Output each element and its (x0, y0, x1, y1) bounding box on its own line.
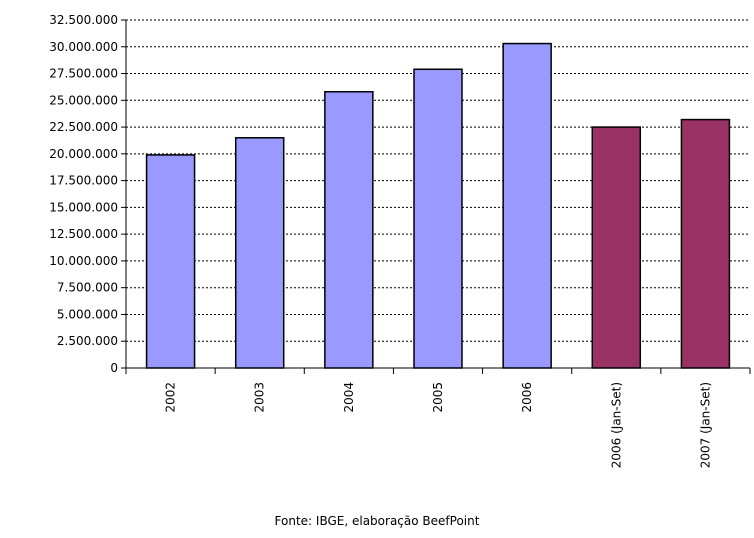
x-tick-label: 2005 (431, 382, 445, 413)
y-tick-label: 12.500.000 (49, 227, 118, 241)
bar-2006 (502, 42, 552, 369)
source-note: Fonte: IBGE, elaboração BeefPoint (274, 514, 480, 528)
y-tick-label: 25.000.000 (49, 93, 118, 107)
bar-2004 (324, 90, 374, 369)
y-tick-label: 27.500.000 (49, 67, 118, 81)
x-tick-label: 2006 (Jan-Set) (609, 382, 623, 468)
bars (145, 42, 731, 369)
y-tick-label: 20.000.000 (49, 147, 118, 161)
y-tick-label: 15.000.000 (49, 200, 118, 214)
y-tick-label: 7.500.000 (57, 281, 118, 295)
x-tick-label: 2002 (164, 382, 178, 413)
bar-2007-jan-set (680, 118, 731, 369)
y-tick-label: 10.000.000 (49, 254, 118, 268)
y-tick-label: 32.500.000 (49, 13, 118, 27)
bar-2006-jan-set (591, 126, 642, 369)
bar-2005 (413, 68, 463, 369)
y-tick-label: 2.500.000 (57, 334, 118, 348)
bar-2002 (145, 154, 196, 369)
y-tick-label: 17.500.000 (49, 174, 118, 188)
y-tick-label: 22.500.000 (49, 120, 118, 134)
y-tick-label: 0 (110, 361, 118, 375)
y-axis-ticks: 0 2.500.000 5.000.000 7.500.000 10.000.000 12… (49, 13, 126, 375)
x-tick-label: 2003 (253, 382, 267, 413)
x-tick-label: 2004 (342, 382, 356, 413)
x-tick-label: 2006 (520, 382, 534, 413)
x-axis-ticks: 2002 2003 2004 2005 2006 2006 (Jan-Set) 2007 (… (125, 368, 751, 468)
y-tick-label: 30.000.000 (49, 40, 118, 54)
y-tick-label: 5.000.000 (57, 307, 118, 321)
axes (125, 20, 750, 369)
bar-2003 (234, 137, 285, 369)
x-tick-label: 2007 (Jan-Set) (698, 382, 712, 468)
